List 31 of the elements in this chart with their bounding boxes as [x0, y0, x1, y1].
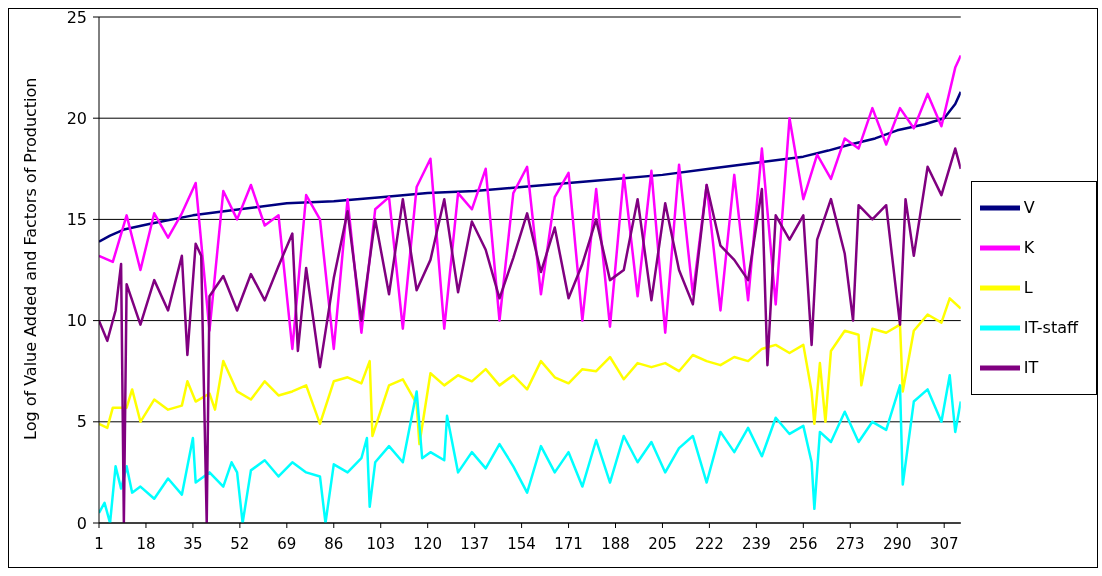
x-tick-label: 256: [789, 534, 818, 553]
x-tick-label: 18: [136, 534, 156, 553]
x-tick-label: 222: [695, 534, 724, 553]
x-tick-label: 205: [648, 534, 677, 553]
x-tick-label: 171: [554, 534, 583, 553]
y-tick-label: 20: [66, 108, 87, 128]
legend-label: IT-staff: [1023, 317, 1078, 337]
x-tick-label: 120: [413, 534, 443, 553]
legend-label: K: [1023, 237, 1035, 257]
x-tick-label: 137: [460, 534, 489, 553]
y-axis-title: Log of Value Added and Factors of Production: [20, 77, 40, 440]
x-tick-label: 103: [366, 534, 396, 553]
x-tick-label: 290: [882, 534, 912, 553]
x-tick-label: 35: [183, 534, 203, 553]
y-tick-label: 0: [76, 513, 87, 533]
x-tick-label: 69: [277, 534, 297, 553]
y-tick-label: 10: [66, 311, 87, 331]
legend-label: IT: [1023, 357, 1039, 377]
y-tick-label: 25: [66, 7, 87, 27]
x-tick-label: 239: [742, 534, 771, 553]
x-tick-label: 52: [230, 534, 250, 553]
x-tick-label: 188: [601, 534, 630, 553]
x-tick-label: 307: [929, 534, 959, 553]
legend-label: V: [1023, 197, 1035, 217]
y-tick-label: 15: [66, 210, 87, 230]
x-tick-label: 1: [94, 534, 104, 553]
x-tick-label: 154: [507, 534, 536, 553]
y-tick-label: 5: [76, 412, 87, 432]
x-tick-label: 273: [835, 534, 865, 553]
x-tick-label: 86: [324, 534, 344, 553]
legend-label: L: [1023, 277, 1033, 297]
